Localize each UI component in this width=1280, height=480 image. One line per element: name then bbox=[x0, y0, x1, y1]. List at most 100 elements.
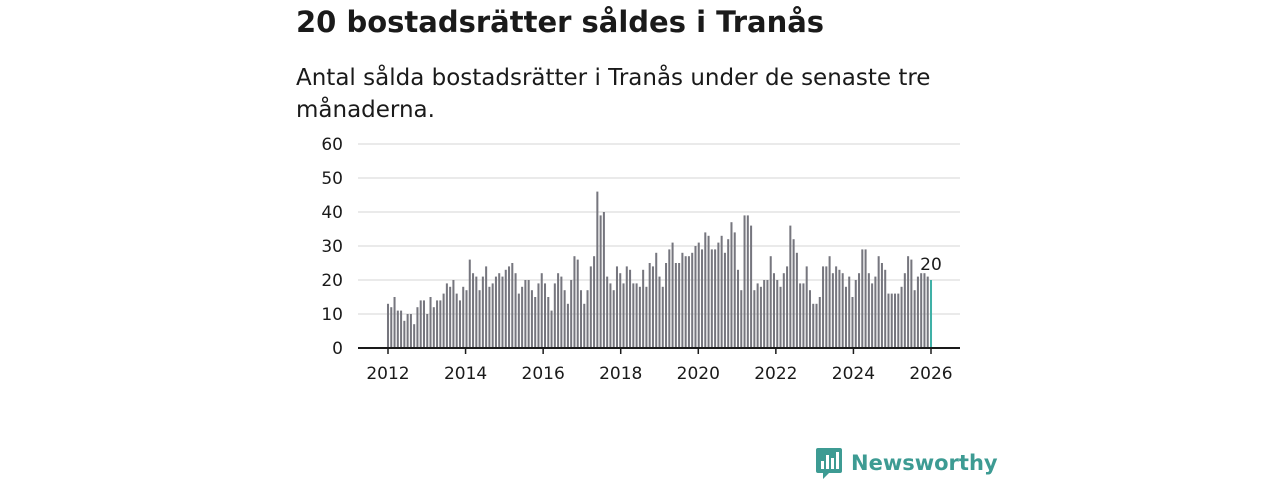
bar bbox=[655, 252, 658, 348]
bar bbox=[877, 256, 880, 348]
chart-subtitle: Antal sålda bostadsrätter i Tranås under… bbox=[296, 65, 931, 123]
x-tick-label: 2014 bbox=[444, 364, 487, 384]
bar bbox=[619, 273, 622, 348]
bar bbox=[897, 293, 900, 348]
bar bbox=[501, 276, 504, 348]
bar bbox=[756, 283, 759, 348]
bar bbox=[586, 290, 589, 348]
bar bbox=[386, 303, 390, 348]
bar bbox=[838, 269, 841, 348]
bar bbox=[426, 314, 429, 348]
bar bbox=[671, 242, 674, 348]
bar bbox=[874, 276, 877, 348]
bar bbox=[743, 215, 746, 348]
bar bbox=[550, 310, 553, 348]
bar bbox=[825, 266, 828, 348]
bar bbox=[508, 266, 511, 348]
bar bbox=[900, 286, 903, 348]
bar bbox=[844, 286, 847, 348]
bar bbox=[560, 276, 563, 348]
bar bbox=[684, 256, 687, 348]
bar bbox=[792, 239, 795, 348]
bar bbox=[759, 286, 762, 348]
bar bbox=[648, 263, 651, 348]
bar bbox=[491, 283, 494, 348]
bar bbox=[579, 290, 583, 348]
bar bbox=[645, 286, 648, 348]
bar bbox=[534, 297, 537, 348]
bar bbox=[436, 300, 439, 348]
bar bbox=[880, 263, 883, 348]
x-tick-label: 2026 bbox=[909, 364, 952, 384]
bar bbox=[524, 280, 527, 348]
bar bbox=[458, 300, 461, 348]
bar bbox=[779, 286, 782, 348]
bar bbox=[913, 290, 916, 348]
bar bbox=[573, 256, 576, 348]
bar bbox=[733, 232, 736, 348]
bar bbox=[462, 286, 465, 348]
bar bbox=[553, 283, 556, 348]
y-tick-label: 50 bbox=[321, 169, 343, 189]
bar bbox=[530, 290, 533, 348]
bar bbox=[439, 300, 442, 348]
bar bbox=[858, 273, 861, 348]
bar bbox=[547, 297, 550, 348]
bar bbox=[681, 252, 684, 348]
x-tick-label: 2016 bbox=[522, 364, 565, 384]
bar bbox=[665, 263, 668, 348]
x-tick-label: 2018 bbox=[599, 364, 642, 384]
bar bbox=[400, 310, 403, 348]
bar bbox=[714, 249, 717, 348]
bar bbox=[867, 273, 870, 348]
bar bbox=[746, 215, 749, 348]
bar bbox=[583, 303, 586, 348]
bar bbox=[727, 239, 730, 348]
bar bbox=[717, 242, 720, 348]
bar-highlight bbox=[929, 280, 933, 348]
y-tick-label: 30 bbox=[321, 237, 343, 257]
bar bbox=[658, 276, 661, 348]
bar bbox=[701, 249, 704, 348]
bar bbox=[674, 263, 677, 348]
bar bbox=[835, 266, 838, 348]
bar bbox=[449, 286, 452, 348]
bar bbox=[504, 269, 507, 348]
bar bbox=[527, 280, 530, 348]
bar bbox=[403, 320, 406, 348]
bar bbox=[782, 273, 785, 348]
bar bbox=[393, 297, 396, 348]
bar bbox=[442, 293, 445, 348]
bar bbox=[635, 283, 638, 348]
bar bbox=[396, 310, 399, 348]
bar bbox=[884, 269, 887, 348]
bar bbox=[625, 266, 628, 348]
bar bbox=[763, 280, 766, 348]
bar bbox=[390, 307, 393, 348]
bar bbox=[642, 269, 645, 348]
y-tick-label: 20 bbox=[321, 271, 343, 291]
bar bbox=[871, 283, 874, 348]
bar bbox=[704, 232, 707, 348]
bar bbox=[805, 266, 808, 348]
bar bbox=[854, 280, 857, 348]
bar bbox=[887, 293, 890, 348]
bar bbox=[468, 259, 471, 348]
bar bbox=[720, 235, 723, 348]
bar bbox=[606, 276, 609, 348]
bar bbox=[723, 252, 726, 348]
y-tick-label: 10 bbox=[321, 305, 343, 325]
bar bbox=[599, 215, 602, 348]
bar bbox=[432, 307, 435, 348]
bar bbox=[828, 256, 831, 348]
bar bbox=[691, 252, 694, 348]
bar bbox=[481, 276, 484, 348]
bar bbox=[537, 283, 540, 348]
bar bbox=[498, 273, 501, 348]
x-tick-label: 2022 bbox=[754, 364, 797, 384]
bar bbox=[651, 266, 654, 348]
bar bbox=[429, 297, 432, 348]
bar bbox=[622, 283, 625, 348]
bar bbox=[563, 290, 566, 348]
